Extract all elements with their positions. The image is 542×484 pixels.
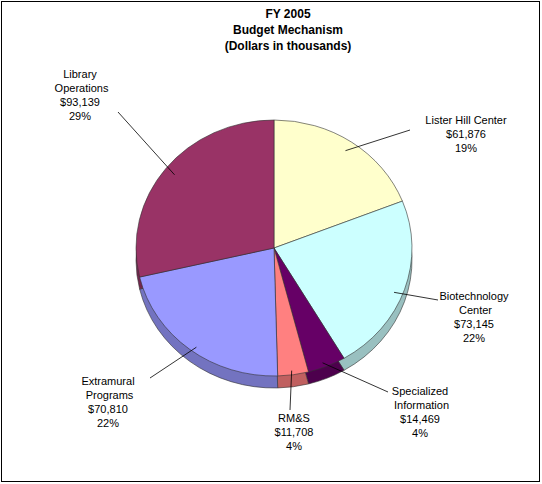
- percent-label: 4%: [412, 427, 428, 439]
- percent-label: 22%: [97, 417, 119, 429]
- value-label: $73,145: [454, 318, 494, 330]
- chart-frame: [2, 2, 540, 482]
- category-label: RM&S: [278, 412, 310, 424]
- pie-slice: [136, 120, 274, 277]
- leader-line: [394, 292, 438, 300]
- pie-group: [136, 120, 412, 376]
- category-label: Specialized Information: [391, 385, 449, 411]
- value-label: $61,876: [446, 128, 486, 140]
- category-label: Lister Hill Center: [425, 114, 507, 126]
- value-label: $11,708: [275, 426, 314, 438]
- leader-line: [118, 112, 175, 175]
- chart-container: FY 2005 Budget Mechanism (Dollars in thous…: [0, 0, 542, 484]
- category-label: Biotechnology Center: [439, 290, 509, 316]
- label-group: Lister Hill Center $61,876 19% Biotechnolog…: [52, 68, 509, 452]
- value-label: $70,810: [88, 403, 128, 415]
- category-label: Extramural Programs: [81, 375, 134, 401]
- chart-title: FY 2005: [265, 7, 310, 21]
- percent-label: 19%: [455, 142, 477, 154]
- category-label: Library Operations: [52, 68, 109, 94]
- pie-slice: [274, 248, 309, 376]
- value-label: $14,469: [400, 413, 440, 425]
- chart-title: (Dollars in thousands): [225, 39, 352, 53]
- leader-line: [345, 130, 410, 151]
- percent-label: 29%: [69, 110, 91, 122]
- leader-line: [290, 371, 292, 410]
- chart-svg: FY 2005 Budget Mechanism (Dollars in thous…: [0, 0, 542, 484]
- percent-label: 4%: [286, 440, 302, 452]
- leader-line: [150, 347, 196, 378]
- percent-label: 22%: [463, 332, 485, 344]
- leader-line: [323, 363, 388, 392]
- value-label: $93,139: [60, 96, 100, 108]
- chart-title: Budget Mechanism: [233, 23, 343, 37]
